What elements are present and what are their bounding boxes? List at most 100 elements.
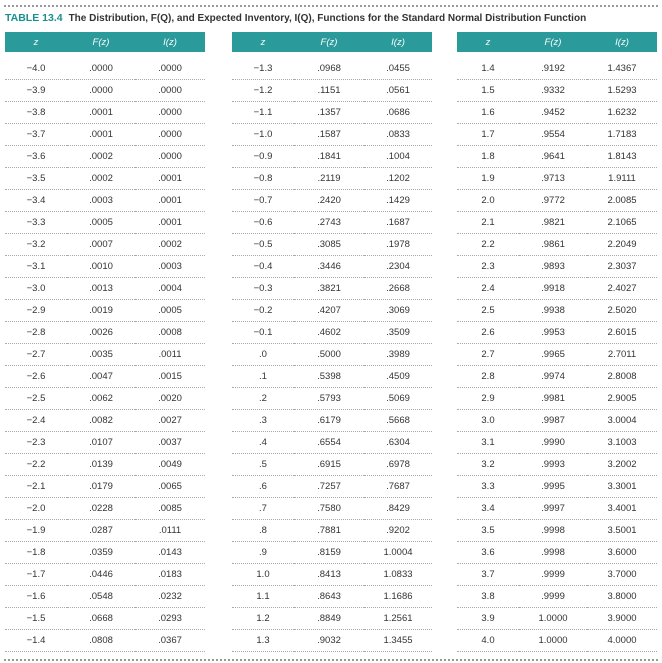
row: −3.0.0013.0004 −0.3.3821.2668 2.4.9918 2.40…	[5, 277, 657, 300]
cell: .0001	[135, 167, 205, 190]
cell: −2.7	[5, 343, 67, 366]
cell: 4.0	[457, 629, 519, 652]
cell: 2.3037	[587, 255, 657, 278]
cell: 3.7	[457, 563, 519, 586]
cell: .0808	[67, 629, 135, 652]
gap	[432, 212, 457, 234]
row: −2.4.0082.0027 .3.6179.5668 3.0.9987 3.0004	[5, 409, 657, 432]
cell: .2743	[294, 211, 364, 234]
cell: .1004	[364, 145, 432, 168]
cell: 1.4	[457, 52, 519, 80]
cell: .0548	[67, 585, 135, 608]
cell: 2.7	[457, 343, 519, 366]
cell: .9713	[519, 167, 587, 190]
cell: 2.5	[457, 299, 519, 322]
cell: 1.0000	[519, 629, 587, 652]
cell: .5398	[294, 365, 364, 388]
cell: .0446	[67, 563, 135, 586]
cell: −2.4	[5, 409, 67, 432]
cell: .6304	[364, 431, 432, 454]
cell: −3.6	[5, 145, 67, 168]
cell: .0002	[67, 145, 135, 168]
gap	[205, 520, 232, 542]
cell: .0013	[67, 277, 135, 300]
gap	[205, 476, 232, 498]
cell: 2.5020	[587, 299, 657, 322]
cell: .9938	[519, 299, 587, 322]
cell: .8429	[364, 497, 432, 520]
row: −2.0.0228.0085 .7.7580.8429 3.4.9997 3.4001	[5, 497, 657, 520]
column-header: z	[232, 32, 294, 52]
gap	[432, 542, 457, 564]
cell: .0228	[67, 497, 135, 520]
cell: −0.6	[232, 211, 294, 234]
cell: .6	[232, 475, 294, 498]
cell: 3.5	[457, 519, 519, 542]
row: −3.7.0001.0000 −1.0.1587.0833 1.7.9554 1.71…	[5, 123, 657, 146]
cell: −3.9	[5, 79, 67, 102]
row: −2.9.0019.0005 −0.2.4207.3069 2.5.9938 2.50…	[5, 299, 657, 322]
cell: .9192	[519, 52, 587, 80]
cell: 1.5293	[587, 79, 657, 102]
cell: .0062	[67, 387, 135, 410]
cell: 1.4367	[587, 52, 657, 80]
table-label: TABLE 13.4	[5, 12, 63, 24]
cell: 3.3	[457, 475, 519, 498]
cell: .0037	[135, 431, 205, 454]
gap	[205, 102, 232, 124]
row: −1.5.0668.0293 1.2.8849 1.2561 3.9 1.0000 3.9…	[5, 607, 657, 630]
row: −2.5.0062.0020 .2.5793.5069 2.9.9981 2.9005	[5, 387, 657, 410]
cell: .3085	[294, 233, 364, 256]
cell: 1.6	[457, 101, 519, 124]
cell: 2.0085	[587, 189, 657, 212]
cell: .9	[232, 541, 294, 564]
cell: .0000	[135, 145, 205, 168]
header-row: z F(z) I(z) z F(z) I(z) z F(z) I(z)	[5, 32, 657, 52]
cell: .0686	[364, 101, 432, 124]
gap	[205, 168, 232, 190]
cell: .0968	[294, 52, 364, 80]
cell: 2.3	[457, 255, 519, 278]
cell: .0000	[135, 52, 205, 80]
rule	[4, 5, 658, 7]
cell: .0107	[67, 431, 135, 454]
cell: .1429	[364, 189, 432, 212]
gap	[205, 586, 232, 608]
cell: −1.3	[232, 52, 294, 80]
cell: .0003	[67, 189, 135, 212]
cell: 2.1065	[587, 211, 657, 234]
cell: 2.6	[457, 321, 519, 344]
cell: .0005	[67, 211, 135, 234]
cell: .0111	[135, 519, 205, 542]
table-caption: The Distribution, F(Q), and Expected Inv…	[68, 13, 587, 24]
cell: 1.1	[232, 585, 294, 608]
cell: .9965	[519, 343, 587, 366]
gap	[432, 300, 457, 322]
cell: .0047	[67, 365, 135, 388]
cell: −1.9	[5, 519, 67, 542]
cell: .9998	[519, 541, 587, 564]
cell: .1151	[294, 79, 364, 102]
cell: .0002	[135, 233, 205, 256]
cell: −2.0	[5, 497, 67, 520]
cell: 2.1	[457, 211, 519, 234]
cell: .0001	[67, 123, 135, 146]
cell: 1.7	[457, 123, 519, 146]
cell: .4602	[294, 321, 364, 344]
cell: .1357	[294, 101, 364, 124]
cell: .0139	[67, 453, 135, 476]
cell: −2.9	[5, 299, 67, 322]
gap	[432, 608, 457, 630]
cell: .0003	[135, 255, 205, 278]
cell: 1.5	[457, 79, 519, 102]
gap	[205, 344, 232, 366]
cell: .0367	[135, 629, 205, 652]
cell: .1587	[294, 123, 364, 146]
row: −3.4.0003.0001 −0.7.2420.1429 2.0.9772 2.00…	[5, 189, 657, 212]
cell: −2.8	[5, 321, 67, 344]
cell: .7257	[294, 475, 364, 498]
gap	[432, 256, 457, 278]
row: −3.9.0000.0000 −1.2.1151.0561 1.5.9332 1.52…	[5, 79, 657, 102]
cell: .9821	[519, 211, 587, 234]
cell: −0.7	[232, 189, 294, 212]
